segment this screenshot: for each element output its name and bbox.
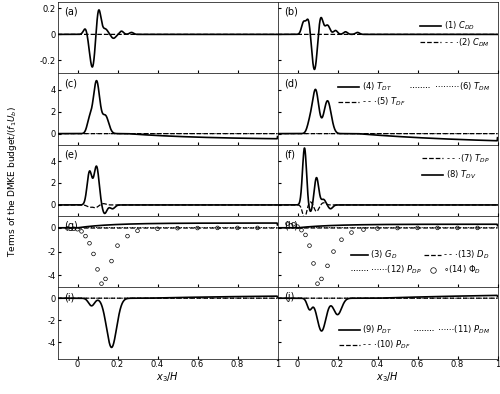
Text: (h): (h) [284,221,298,231]
Point [102,276,110,282]
Point [290,221,298,227]
Text: (b): (b) [284,7,298,17]
Legend: (9) $P_{DT}$, - - $\cdot$(10) $P_{DF}$, $\cdots\cdots$(11) $P_{DM}$: (9) $P_{DT}$, - - $\cdot$(10) $P_{DF}$, … [336,320,494,354]
Point [134,228,141,234]
Point [78,228,86,234]
Point [338,236,345,243]
Text: (a): (a) [64,7,78,17]
Point [114,242,122,249]
Text: Terms of the DMKE budget$/(f_1U_b)$: Terms of the DMKE budget$/(f_1U_b)$ [6,106,19,256]
Point [284,221,292,227]
Point [214,225,222,231]
X-axis label: $x_3/H$: $x_3/H$ [376,370,399,384]
Point [298,227,306,233]
Text: (g): (g) [64,221,78,231]
Point [98,281,106,287]
Point [330,249,338,255]
Text: (c): (c) [64,78,77,88]
Point [474,225,482,231]
Text: (i): (i) [64,292,74,302]
Point [90,251,98,257]
Point [74,226,82,232]
Point [124,233,132,239]
Point [434,225,442,231]
Point [174,225,182,231]
Point [306,242,314,249]
Legend: (3) $G_D$, $\cdots\cdots$(12) $P_{DP}$, - - $\cdot$(13) $D_D$, $\circ$(14) $\Phi: (3) $G_D$, $\cdots\cdots$(12) $P_{DP}$, … [348,245,494,279]
Text: (f): (f) [284,150,295,160]
Point [82,233,90,239]
Point [108,258,116,264]
Point [302,232,310,238]
Point [324,263,332,269]
Point [454,225,462,231]
Point [414,225,422,231]
Point [94,266,102,273]
Text: (e): (e) [64,150,78,160]
Point [254,225,262,231]
Point [64,225,72,232]
Legend: (4) $T_{DT}$, - - $\cdot$(5) $T_{DF}$, $\cdots\cdots\cdots$(6) $T_{DM}$: (4) $T_{DT}$, - - $\cdot$(5) $T_{DF}$, $… [334,78,494,112]
Point [318,276,326,282]
Point [294,223,302,230]
X-axis label: $x_3/H$: $x_3/H$ [156,370,179,384]
Point [86,240,94,246]
Point [360,227,368,233]
Point [394,225,402,231]
Point [310,260,318,267]
Text: (d): (d) [284,78,298,88]
Point [70,226,78,232]
Legend: - - $\cdot$(7) $T_{DP}$, (8) $T_{DV}$: - - $\cdot$(7) $T_{DP}$, (8) $T_{DV}$ [419,149,494,185]
Point [234,225,241,231]
Point [194,225,202,231]
Text: (j): (j) [284,292,294,302]
Point [348,229,356,236]
Point [154,226,162,232]
Point [374,225,382,232]
Point [314,281,322,287]
Legend: (1) $C_{DD}$, - - $\cdot$(2) $C_{DM}$: (1) $C_{DD}$, - - $\cdot$(2) $C_{DM}$ [416,16,494,52]
